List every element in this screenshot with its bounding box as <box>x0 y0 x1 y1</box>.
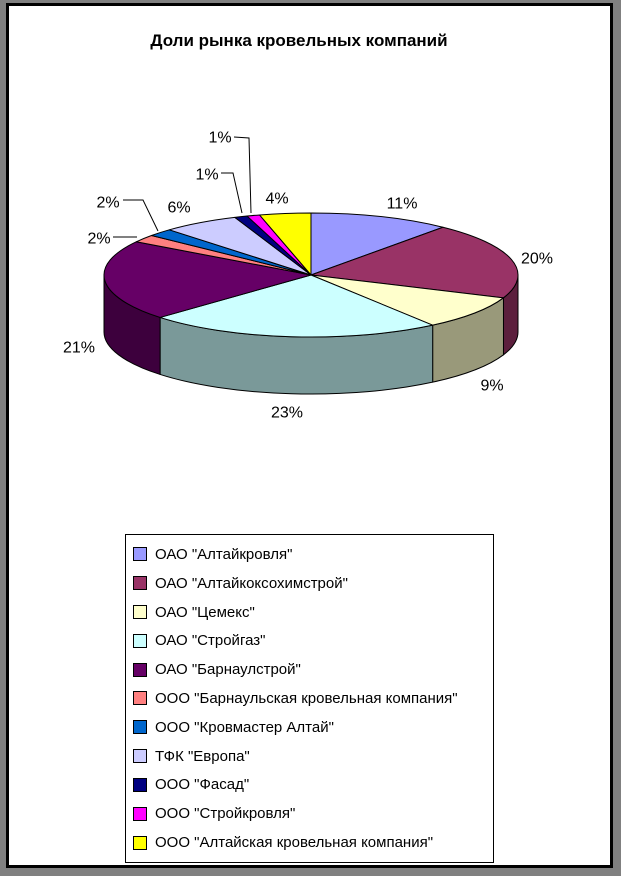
legend-item: ОАО "Алтайкоксохимстрой" <box>133 575 491 592</box>
legend-item: ОАО "Барнаулстрой" <box>133 661 491 678</box>
slice-percent-label: 2% <box>96 195 119 212</box>
legend-item: ОАО "Цемекс" <box>133 604 491 621</box>
slice-percent-label: 4% <box>265 191 288 208</box>
slice-percent-label: 21% <box>63 340 95 357</box>
legend-item-label: ОАО "Барнаулстрой" <box>155 661 301 679</box>
slice-percent-label: 2% <box>87 231 110 248</box>
slice-percent-label: 1% <box>208 130 231 147</box>
legend-color-swatch <box>133 720 147 735</box>
legend-item-label: ООО "Стройкровля" <box>155 805 296 823</box>
pie-slice <box>310 226 519 299</box>
legend-item: ООО "Фасад" <box>133 776 491 793</box>
label-leader-line <box>123 199 159 232</box>
chart-legend: ОАО "Алтайкровля" ОАО "Алтайкоксохимстро… <box>125 534 494 863</box>
label-leader-line <box>221 172 243 214</box>
label-leader-line <box>233 136 252 214</box>
slice-percent-label: 20% <box>521 251 553 268</box>
legend-color-swatch <box>133 576 147 591</box>
pie-slice <box>103 241 312 318</box>
legend-item: ООО "Стройкровля" <box>133 805 491 822</box>
legend-item: ОАО "Алтайкровля" <box>133 546 491 563</box>
legend-item: ОАО "Стройгаз" <box>133 632 491 649</box>
legend-item-label: ОАО "Цемекс" <box>155 603 255 621</box>
slice-percent-label: 9% <box>480 378 503 395</box>
legend-item-label: ООО "Барнаульская кровельная компания" <box>155 689 458 707</box>
pie-slice <box>159 274 434 338</box>
slice-percent-label: 23% <box>271 405 303 422</box>
legend-color-swatch <box>133 547 147 562</box>
legend-color-swatch <box>133 691 147 706</box>
legend-item: ООО "Кровмастер Алтай" <box>133 719 491 736</box>
chart-title: Доли рынка кровельных компаний <box>150 31 448 50</box>
legend-item-label: ОАО "Стройгаз" <box>155 632 266 650</box>
slice-percent-label: 1% <box>195 167 218 184</box>
legend-item: ООО "Барнаульская кровельная компания" <box>133 690 491 707</box>
legend-item-label: ООО "Алтайская кровельная компания" <box>155 834 434 852</box>
legend-color-swatch <box>133 806 147 821</box>
legend-item-label: ООО "Кровмастер Алтай" <box>155 718 334 736</box>
pie-slice <box>310 274 504 326</box>
pie-slice <box>259 212 312 276</box>
legend-color-swatch <box>133 749 147 764</box>
legend-color-swatch <box>133 633 147 648</box>
legend-item: ООО "Алтайская кровельная компания" <box>133 834 491 851</box>
legend-color-swatch <box>133 662 147 677</box>
pie-slice <box>310 212 444 276</box>
legend-item-label: ОАО "Алтайкровля" <box>155 545 293 563</box>
legend-item-label: ТФК "Европа" <box>155 747 250 765</box>
slice-percent-label: 6% <box>167 200 190 217</box>
legend-color-swatch <box>133 835 147 850</box>
legend-color-swatch <box>133 777 147 792</box>
legend-item-label: ОАО "Алтайкоксохимстрой" <box>155 574 348 592</box>
legend-item: ТФК "Европа" <box>133 748 491 765</box>
legend-color-swatch <box>133 605 147 620</box>
slice-percent-label: 11% <box>387 196 418 213</box>
legend-item-label: ООО "Фасад" <box>155 776 250 794</box>
